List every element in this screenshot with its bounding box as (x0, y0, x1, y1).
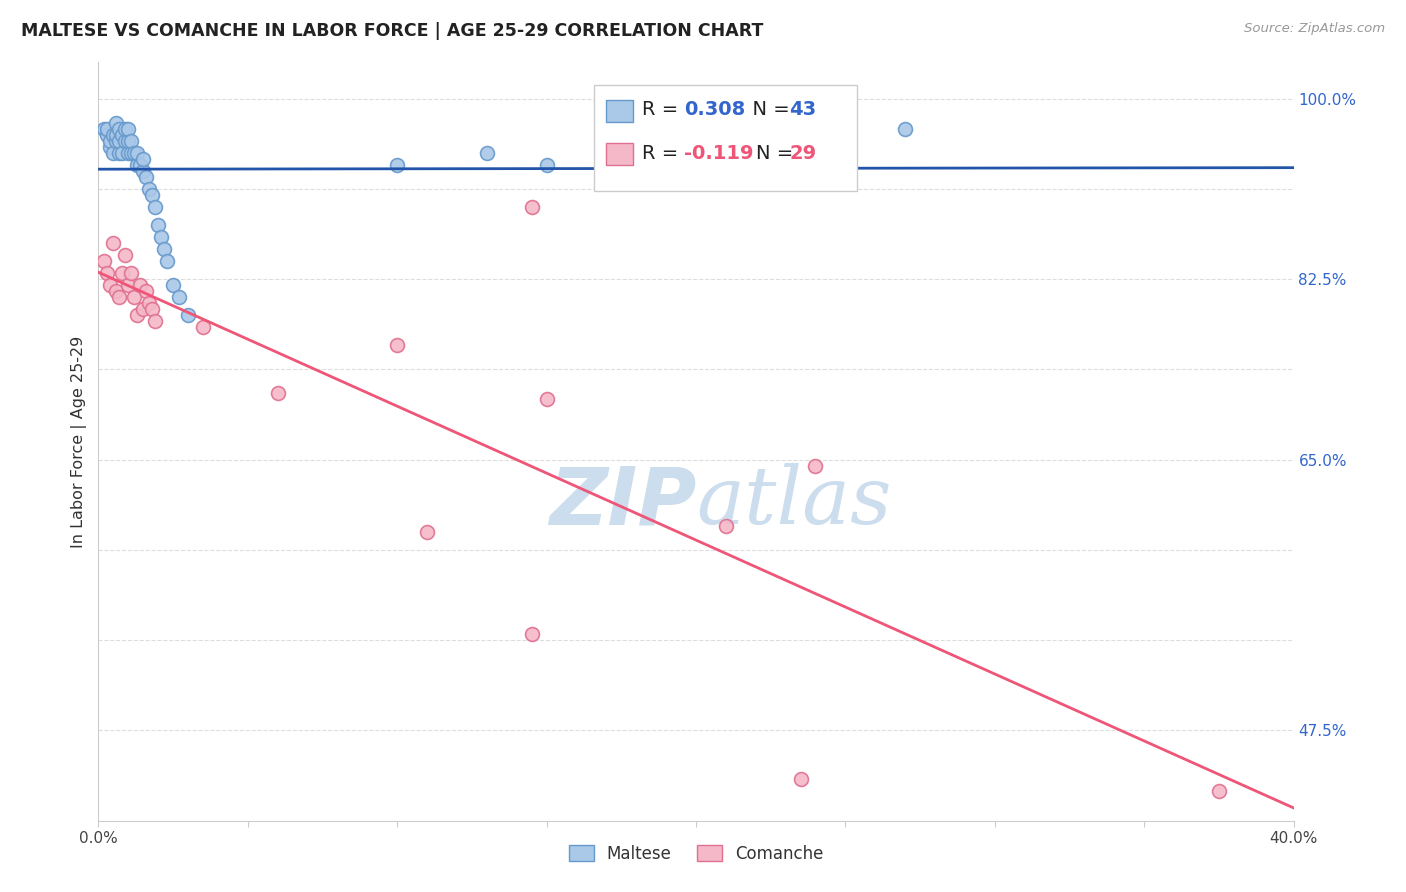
Point (191, 320, 214, 334)
Point (127, 145, 149, 160)
Point (108, 121, 131, 136)
Point (714, 518, 737, 533)
Point (114, 134, 136, 148)
Point (129, 158, 152, 172)
Point (138, 182, 160, 196)
Point (120, 134, 142, 148)
Point (167, 290, 190, 304)
Point (117, 121, 139, 136)
Point (177, 308, 200, 322)
Point (143, 200, 166, 214)
Text: MALTESE VS COMANCHE IN LABOR FORCE | AGE 25-29 CORRELATION CHART: MALTESE VS COMANCHE IN LABOR FORCE | AGE… (21, 22, 763, 40)
Point (129, 278, 152, 293)
Point (536, 392, 558, 407)
Text: R =: R = (643, 100, 685, 119)
Point (120, 145, 142, 160)
FancyBboxPatch shape (595, 85, 858, 191)
Point (103, 235, 125, 250)
Point (150, 230, 173, 244)
Text: 43: 43 (789, 100, 817, 119)
Point (96, 128, 118, 142)
Point (108, 134, 131, 148)
Point (475, 145, 498, 160)
Point (93, 121, 115, 136)
Point (267, 386, 290, 401)
Text: Source: ZipAtlas.com: Source: ZipAtlas.com (1244, 22, 1385, 36)
Point (105, 128, 128, 142)
Point (105, 115, 128, 129)
Point (141, 302, 163, 317)
Point (117, 278, 139, 293)
Text: N =: N = (740, 100, 796, 119)
Y-axis label: In Labor Force | Age 25-29: In Labor Force | Age 25-29 (72, 335, 87, 548)
Point (156, 254, 179, 268)
Legend: Maltese, Comanche: Maltese, Comanche (562, 838, 830, 869)
Point (385, 158, 409, 172)
Text: R =: R = (643, 144, 685, 163)
Point (111, 145, 134, 160)
Point (96, 121, 118, 136)
Point (111, 128, 134, 142)
Point (520, 200, 543, 214)
Point (135, 169, 157, 184)
Point (894, 121, 917, 136)
Point (124, 145, 146, 160)
Text: -0.119: -0.119 (685, 144, 754, 163)
FancyBboxPatch shape (606, 143, 633, 165)
Point (132, 163, 155, 178)
Point (135, 284, 157, 298)
Point (98, 278, 122, 293)
Point (105, 284, 128, 298)
Point (120, 266, 142, 280)
Point (108, 290, 131, 304)
Point (804, 458, 827, 473)
Point (124, 290, 146, 304)
Point (143, 314, 166, 328)
Text: N =: N = (756, 144, 799, 163)
Text: atlas: atlas (696, 464, 891, 541)
Point (162, 278, 184, 293)
Point (789, 772, 811, 786)
Point (96, 266, 118, 280)
Point (536, 158, 558, 172)
Point (148, 218, 170, 232)
Point (114, 121, 136, 136)
Point (108, 145, 131, 160)
Text: ZIP: ZIP (548, 463, 696, 541)
Point (103, 128, 125, 142)
Point (138, 296, 160, 310)
Point (93, 254, 115, 268)
Point (98, 134, 122, 148)
Text: 29: 29 (789, 144, 817, 163)
FancyBboxPatch shape (606, 100, 633, 121)
Point (98, 139, 122, 153)
Point (385, 338, 409, 352)
Point (117, 134, 139, 148)
Point (111, 266, 134, 280)
Point (132, 152, 155, 166)
Point (1208, 783, 1230, 797)
Point (127, 308, 149, 322)
Point (520, 627, 543, 641)
Text: 0.308: 0.308 (685, 100, 745, 119)
Point (416, 524, 439, 539)
Point (103, 145, 125, 160)
Point (141, 187, 163, 202)
Point (127, 158, 149, 172)
Point (132, 302, 155, 317)
Point (117, 145, 139, 160)
Point (114, 248, 136, 262)
Point (105, 134, 128, 148)
Point (153, 242, 176, 256)
